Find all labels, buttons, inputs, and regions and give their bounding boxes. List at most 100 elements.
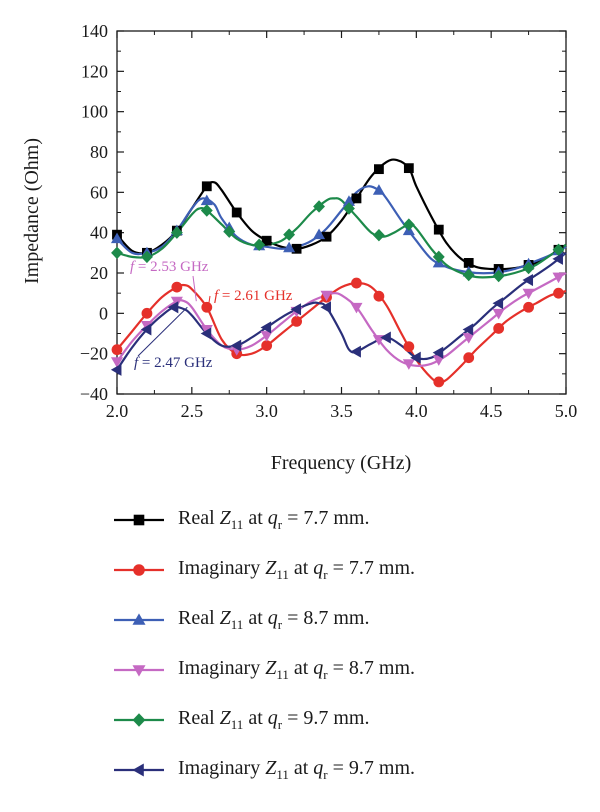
x-tick-label: 3.0 [255, 401, 278, 421]
series-3-marker [283, 241, 296, 253]
legend-item: Real Z11 at qr = 9.7 mm. [112, 695, 582, 745]
series-markers [110, 163, 565, 388]
series-4-marker [462, 333, 475, 344]
series-5-marker [343, 202, 355, 215]
x-tick-label: 4.5 [480, 401, 503, 421]
series-4-marker [110, 357, 124, 368]
series-5-marker [462, 268, 475, 282]
series-line-4 [116, 272, 567, 367]
legend-item: Imaginary Z11 at qr = 8.7 mm. [112, 645, 582, 695]
y-axis-title: Impedance (Ohm) [21, 138, 43, 284]
series-4-marker [402, 359, 415, 370]
series-2-marker [373, 290, 385, 302]
series-5-marker [170, 226, 183, 239]
legend-swatch [114, 713, 164, 727]
legend-item: Real Z11 at qr = 8.7 mm. [112, 595, 582, 645]
series-6-marker [462, 323, 474, 336]
series-2-marker [403, 341, 415, 353]
series-2-marker [433, 376, 445, 388]
series-6-marker [110, 363, 122, 376]
legend-swatch [114, 613, 164, 625]
axes: 2.0 2.5 3.0 3.5 4.0 4.5 5.0 140 120 100 80 60 40 20 0 −… [80, 21, 577, 421]
series-6-marker [410, 351, 421, 364]
legend-label: Imaginary Z11 at qr = 9.7 mm. [178, 757, 416, 782]
legend-label: Imaginary Z11 at qr = 7.7 mm. [178, 557, 416, 582]
series-5-marker [402, 218, 415, 231]
legend-marker [132, 763, 144, 777]
annotation-f247: f = 2.47 GHz [134, 355, 213, 371]
series-4-marker [492, 308, 505, 320]
series-5-marker [200, 204, 213, 217]
series-5-marker [283, 228, 296, 241]
annotation-f261: f = 2.61 GHz [214, 288, 293, 304]
series-5-marker [522, 261, 535, 275]
series-6-marker [350, 345, 361, 358]
plot-frame [116, 30, 567, 395]
legend-marker [132, 613, 146, 625]
y-tick-label: 120 [81, 61, 108, 81]
series-5-marker [432, 250, 445, 264]
series-6-marker [380, 331, 391, 344]
series-4-marker [170, 296, 183, 308]
y-tick-label: 40 [90, 223, 108, 243]
impedance-chart: 2.0 2.5 3.0 3.5 4.0 4.5 5.0 140 120 100 80 60 40 20 0 −… [21, 21, 577, 474]
series-1-marker [351, 193, 362, 204]
legend-marker [133, 514, 145, 526]
annotation-f253: f = 2.53 GHz [130, 259, 209, 275]
series-2-marker [523, 301, 534, 313]
series-5-marker [492, 269, 505, 283]
series-6-marker [320, 301, 331, 314]
series-1-marker [231, 207, 242, 218]
series-2-marker [141, 307, 153, 319]
legend-marker [132, 665, 146, 677]
x-tick-label: 5.0 [555, 401, 578, 421]
series-4-marker [260, 331, 273, 342]
x-axis-title: Frequency (GHz) [271, 452, 412, 474]
series-1-marker [261, 235, 272, 246]
series-5-marker [372, 228, 385, 242]
series-3-marker [110, 232, 124, 244]
series-1-marker [374, 164, 384, 175]
series-6-marker [140, 323, 152, 336]
series-6-marker [432, 346, 444, 359]
series-3-marker [372, 184, 385, 195]
annotation-leader-f253 [192, 275, 197, 302]
series-line-2 [116, 281, 567, 384]
annotation-leader-f247 [137, 306, 188, 357]
legend-label: Imaginary Z11 at qr = 8.7 mm. [178, 657, 416, 682]
series-line-3 [116, 185, 567, 275]
y-tick-label: 100 [81, 102, 108, 122]
series-6-marker [230, 339, 242, 352]
series-2-marker [291, 315, 302, 327]
y-tick-label: −40 [80, 384, 108, 404]
legend-label: Real Z11 at qr = 9.7 mm. [178, 707, 370, 732]
series-6-marker [522, 274, 534, 287]
series-4-marker [552, 272, 565, 284]
legend-marker [132, 713, 146, 727]
legend-swatch [114, 763, 164, 777]
legend-marker [133, 564, 145, 576]
series-5-marker [313, 200, 325, 213]
y-tick-label: 80 [90, 142, 108, 162]
series-5-marker [111, 246, 123, 260]
series-2-marker [111, 344, 123, 356]
series-1-marker [201, 181, 212, 192]
y-tick-label: −20 [80, 344, 108, 364]
legend-label: Real Z11 at qr = 7.7 mm. [178, 507, 370, 532]
series-4-marker [350, 302, 363, 314]
legend-item: Real Z11 at qr = 7.7 mm. [112, 495, 582, 545]
series-6-marker [290, 303, 302, 316]
series-2-marker [261, 340, 273, 351]
x-tick-label: 3.5 [330, 401, 353, 421]
y-tick-label: 0 [99, 303, 108, 323]
series-2-marker [493, 323, 505, 334]
series-2-marker [201, 301, 213, 313]
legend-item: Imaginary Z11 at qr = 7.7 mm. [112, 545, 582, 595]
y-tick-label: 140 [81, 21, 108, 41]
series-line-1 [116, 158, 567, 271]
legend-item: Imaginary Z11 at qr = 9.7 mm. [112, 745, 582, 795]
series-5-marker [140, 250, 153, 264]
series-6-marker [167, 301, 179, 314]
series-5-marker [253, 238, 266, 251]
legend-swatch [114, 665, 164, 677]
